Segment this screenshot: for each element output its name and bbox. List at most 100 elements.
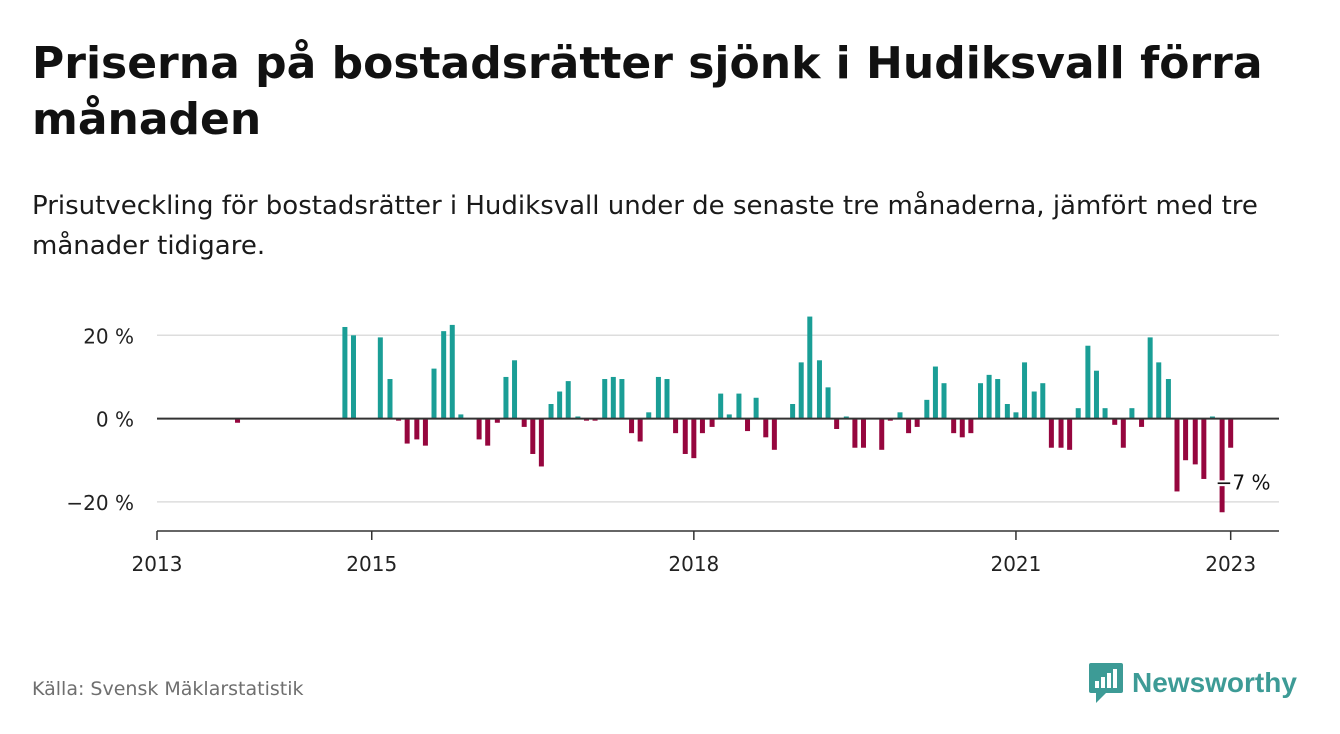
bar: [512, 360, 518, 419]
bar: [736, 393, 742, 419]
bar: [583, 418, 589, 421]
bar: [485, 418, 491, 446]
bar: [1004, 404, 1010, 419]
brand-name: Newsworthy: [1132, 667, 1297, 698]
bar: [879, 418, 885, 450]
bar: [422, 418, 428, 446]
bar: [790, 404, 796, 419]
bar: [1040, 383, 1046, 419]
bar: [664, 379, 670, 419]
bar: [726, 414, 732, 419]
bar: [646, 412, 652, 419]
price-change-bar-chart: 20 % 0 % −20 % 2013 2015 2018 2021 2023 −7 %: [66, 316, 1279, 576]
bar: [1183, 418, 1189, 461]
y-tick-label: 0 %: [96, 408, 134, 432]
bar: [1013, 412, 1019, 419]
bar: [978, 383, 984, 419]
bar: [807, 316, 813, 419]
bar: [699, 418, 705, 434]
last-value-annotation: −7 %: [1216, 471, 1271, 495]
bar: [709, 418, 715, 427]
bar: [557, 391, 563, 419]
axes: [156, 417, 1279, 540]
bar: [350, 335, 356, 419]
bar: [521, 418, 527, 427]
brand-logo: Newsworthy: [1088, 660, 1297, 706]
bar: [852, 418, 858, 448]
bar: [673, 418, 679, 434]
bar: [575, 416, 581, 419]
bar: [619, 379, 625, 419]
bar: [1112, 418, 1118, 425]
bar: [602, 379, 608, 419]
bar: [377, 337, 383, 419]
bar: [771, 418, 777, 450]
bar: [476, 418, 482, 440]
bar: [1209, 416, 1215, 419]
bar: [1022, 362, 1028, 419]
bar: [1067, 418, 1073, 450]
source-note: Källa: Svensk Mäklarstatistik: [32, 678, 304, 700]
bar: [414, 418, 420, 440]
bar: [503, 376, 509, 419]
bar: [387, 379, 393, 419]
x-tick-label: 2023: [1205, 552, 1256, 576]
x-tick-label: 2021: [990, 552, 1041, 576]
bar: [1058, 418, 1064, 448]
labels: 20 % 0 % −20 % 2013 2015 2018 2021 2023 −7 %: [66, 324, 1272, 576]
bar: [396, 418, 402, 421]
newsworthy-logo-icon: [1089, 663, 1123, 703]
bar: [941, 383, 947, 419]
bar: [610, 376, 616, 419]
bar: [906, 418, 912, 434]
bar: [655, 376, 661, 419]
y-tick-label: 20 %: [83, 324, 134, 348]
bar: [1031, 391, 1037, 419]
bar: [494, 418, 500, 423]
bar: [530, 418, 536, 454]
bar: [431, 368, 437, 419]
chart-subtitle: Prisutveckling för bostadsrätter i Hudik…: [32, 191, 1258, 261]
bar: [235, 418, 241, 423]
bar: [682, 418, 688, 454]
bar: [932, 366, 938, 419]
bar: [441, 331, 447, 419]
bar: [1075, 408, 1081, 419]
bar: [1085, 345, 1091, 419]
bar: [897, 412, 903, 419]
y-tick-label: −20 %: [66, 491, 134, 515]
bar: [691, 418, 697, 459]
bar: [834, 418, 840, 429]
bar: [843, 416, 849, 419]
bar: [538, 418, 544, 467]
bar: [816, 360, 822, 419]
bar: [968, 418, 974, 434]
bar: [548, 404, 554, 419]
bar: [951, 418, 957, 434]
bar: [1174, 418, 1180, 492]
bar: [1120, 418, 1126, 448]
bar: [1219, 418, 1225, 513]
bar: [449, 324, 455, 419]
bar: [1228, 418, 1234, 448]
bar: [798, 362, 804, 419]
bar: [1147, 337, 1153, 419]
bar: [565, 381, 571, 419]
bar: [1093, 370, 1099, 419]
bar: [887, 418, 893, 421]
bar: [458, 414, 464, 419]
bar: [825, 387, 831, 419]
bar: [995, 379, 1001, 419]
bar: [986, 374, 992, 419]
x-tick-label: 2015: [346, 552, 397, 576]
bar: [718, 393, 724, 419]
bar: [1102, 408, 1108, 419]
bars: [235, 316, 1234, 513]
bar: [924, 399, 930, 419]
bar: [914, 418, 920, 427]
bar: [629, 418, 635, 434]
bar: [1048, 418, 1054, 448]
bar: [1139, 418, 1145, 427]
bar: [1156, 362, 1162, 419]
x-tick-label: 2018: [668, 552, 719, 576]
